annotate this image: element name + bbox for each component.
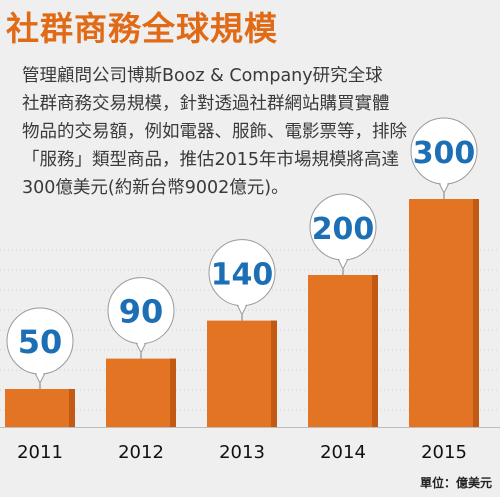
data-label: 50 xyxy=(18,323,63,361)
x-tick-label: 2015 xyxy=(421,442,467,463)
bar xyxy=(207,320,277,427)
x-tick-label: 2014 xyxy=(320,442,366,463)
bar-shade xyxy=(271,320,277,427)
description: 管理顧問公司博斯Booz & Company研究全球 社群商務交易規模，針對透過… xyxy=(22,62,492,202)
data-label: 300 xyxy=(413,136,476,171)
description-line: 300億美元(約新台幣9002億元)。 xyxy=(22,178,289,198)
description-line: 社群商務交易規模，針對透過社群網站購買實體 xyxy=(22,94,390,114)
x-tick-label: 2012 xyxy=(118,442,164,463)
bar xyxy=(5,389,75,427)
bubble-tail-fill xyxy=(34,368,46,381)
bubble-tail-fill xyxy=(236,299,248,313)
bar-shade xyxy=(69,389,75,427)
description-line: 「服務」類型商品，推估2015年市場規模將高達 xyxy=(22,150,400,170)
bar-shade xyxy=(473,199,479,427)
page-title: 社群商務全球規模 xyxy=(6,9,278,48)
x-tick-label: 2011 xyxy=(17,442,63,463)
bar xyxy=(409,199,479,427)
bar xyxy=(308,275,378,427)
unit-label: 單位：億美元 xyxy=(419,476,492,490)
description-line: 管理顧問公司博斯Booz & Company研究全球 xyxy=(22,66,383,86)
data-label: 140 xyxy=(211,258,274,293)
data-label: 90 xyxy=(119,293,164,331)
bubble-tail-fill xyxy=(135,337,147,351)
bubble-tail-fill xyxy=(438,178,450,191)
bubble-tail-fill xyxy=(337,254,349,267)
bar-shade xyxy=(372,275,378,427)
bar xyxy=(106,358,176,427)
bar-shade xyxy=(170,358,176,427)
description-line: 物品的交易額，例如電器、服飾、電影票等，排除 xyxy=(22,122,407,142)
data-label: 200 xyxy=(312,212,375,247)
x-tick-label: 2013 xyxy=(219,442,265,463)
